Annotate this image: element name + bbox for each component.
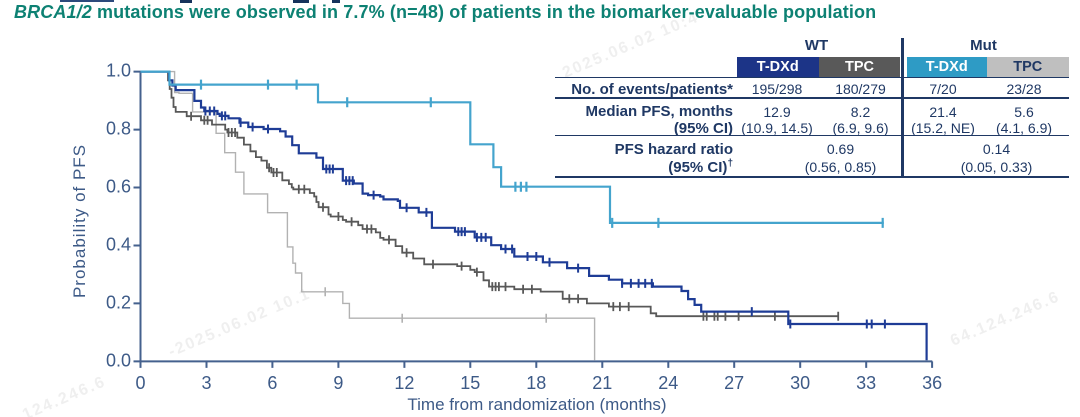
svg-text:0.8: 0.8 — [106, 119, 131, 139]
svg-text:18: 18 — [526, 373, 546, 393]
svg-text:0.2: 0.2 — [106, 292, 131, 312]
svg-text:0.0: 0.0 — [106, 350, 131, 370]
svg-text:Time from randomization (month: Time from randomization (months) — [407, 395, 666, 414]
svg-text:12: 12 — [394, 373, 414, 393]
svg-text:0: 0 — [135, 373, 145, 393]
svg-text:24: 24 — [658, 373, 678, 393]
svg-text:0.6: 0.6 — [106, 177, 131, 197]
svg-text:9: 9 — [333, 373, 343, 393]
svg-text:33: 33 — [856, 373, 876, 393]
svg-text:1.0: 1.0 — [106, 61, 131, 81]
svg-text:21: 21 — [592, 373, 612, 393]
svg-text:15: 15 — [460, 373, 480, 393]
svg-text:3: 3 — [201, 373, 211, 393]
svg-text:30: 30 — [790, 373, 810, 393]
svg-text:36: 36 — [922, 373, 942, 393]
svg-text:0.4: 0.4 — [106, 235, 131, 255]
svg-text:Probability of PFS: Probability of PFS — [70, 144, 89, 298]
svg-text:6: 6 — [267, 373, 277, 393]
svg-text:27: 27 — [724, 373, 744, 393]
